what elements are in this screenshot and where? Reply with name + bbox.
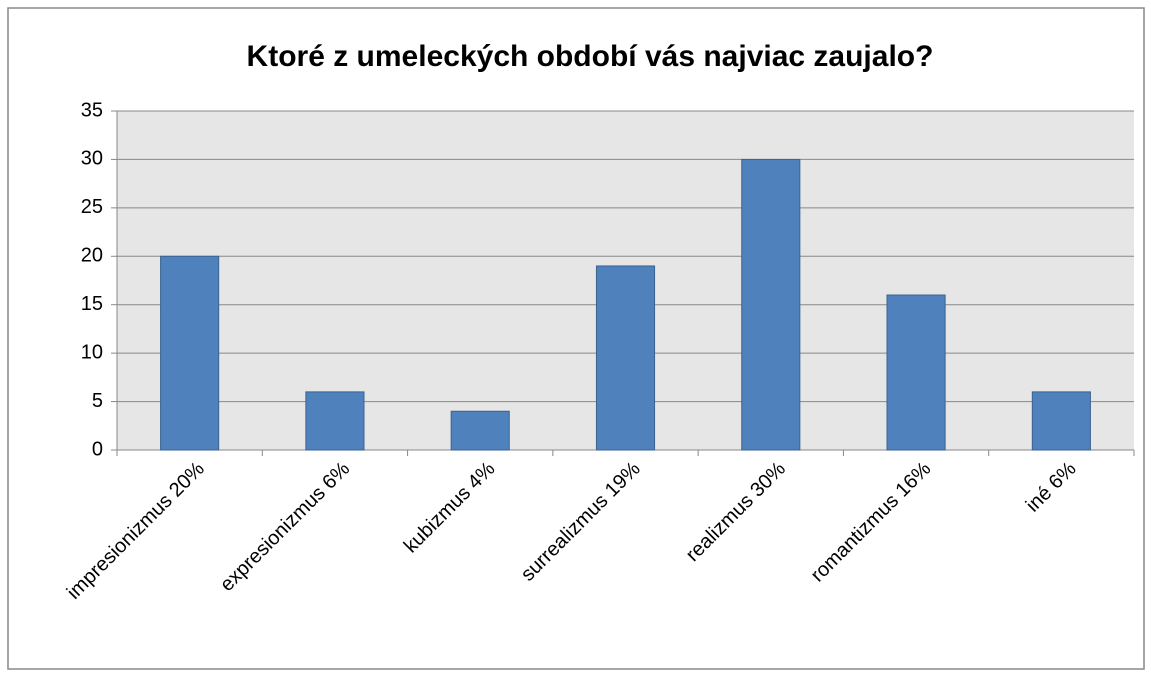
bar xyxy=(1031,391,1091,451)
y-tick-label: 15 xyxy=(81,293,103,315)
bar xyxy=(450,410,510,451)
y-tick-label: 20 xyxy=(81,245,103,267)
chart-title: Ktoré z umeleckých období vás najviac za… xyxy=(247,40,934,73)
y-tick-label: 10 xyxy=(81,341,103,363)
y-tick-label: 35 xyxy=(81,99,103,121)
bar xyxy=(741,158,801,451)
y-tick-label: 0 xyxy=(92,438,103,460)
y-tick-label: 5 xyxy=(92,390,103,412)
bar xyxy=(886,294,946,451)
bar xyxy=(595,265,656,451)
bar xyxy=(305,391,365,451)
y-tick-label: 30 xyxy=(81,148,103,170)
y-tick-label: 25 xyxy=(81,196,103,218)
bar xyxy=(160,255,220,451)
